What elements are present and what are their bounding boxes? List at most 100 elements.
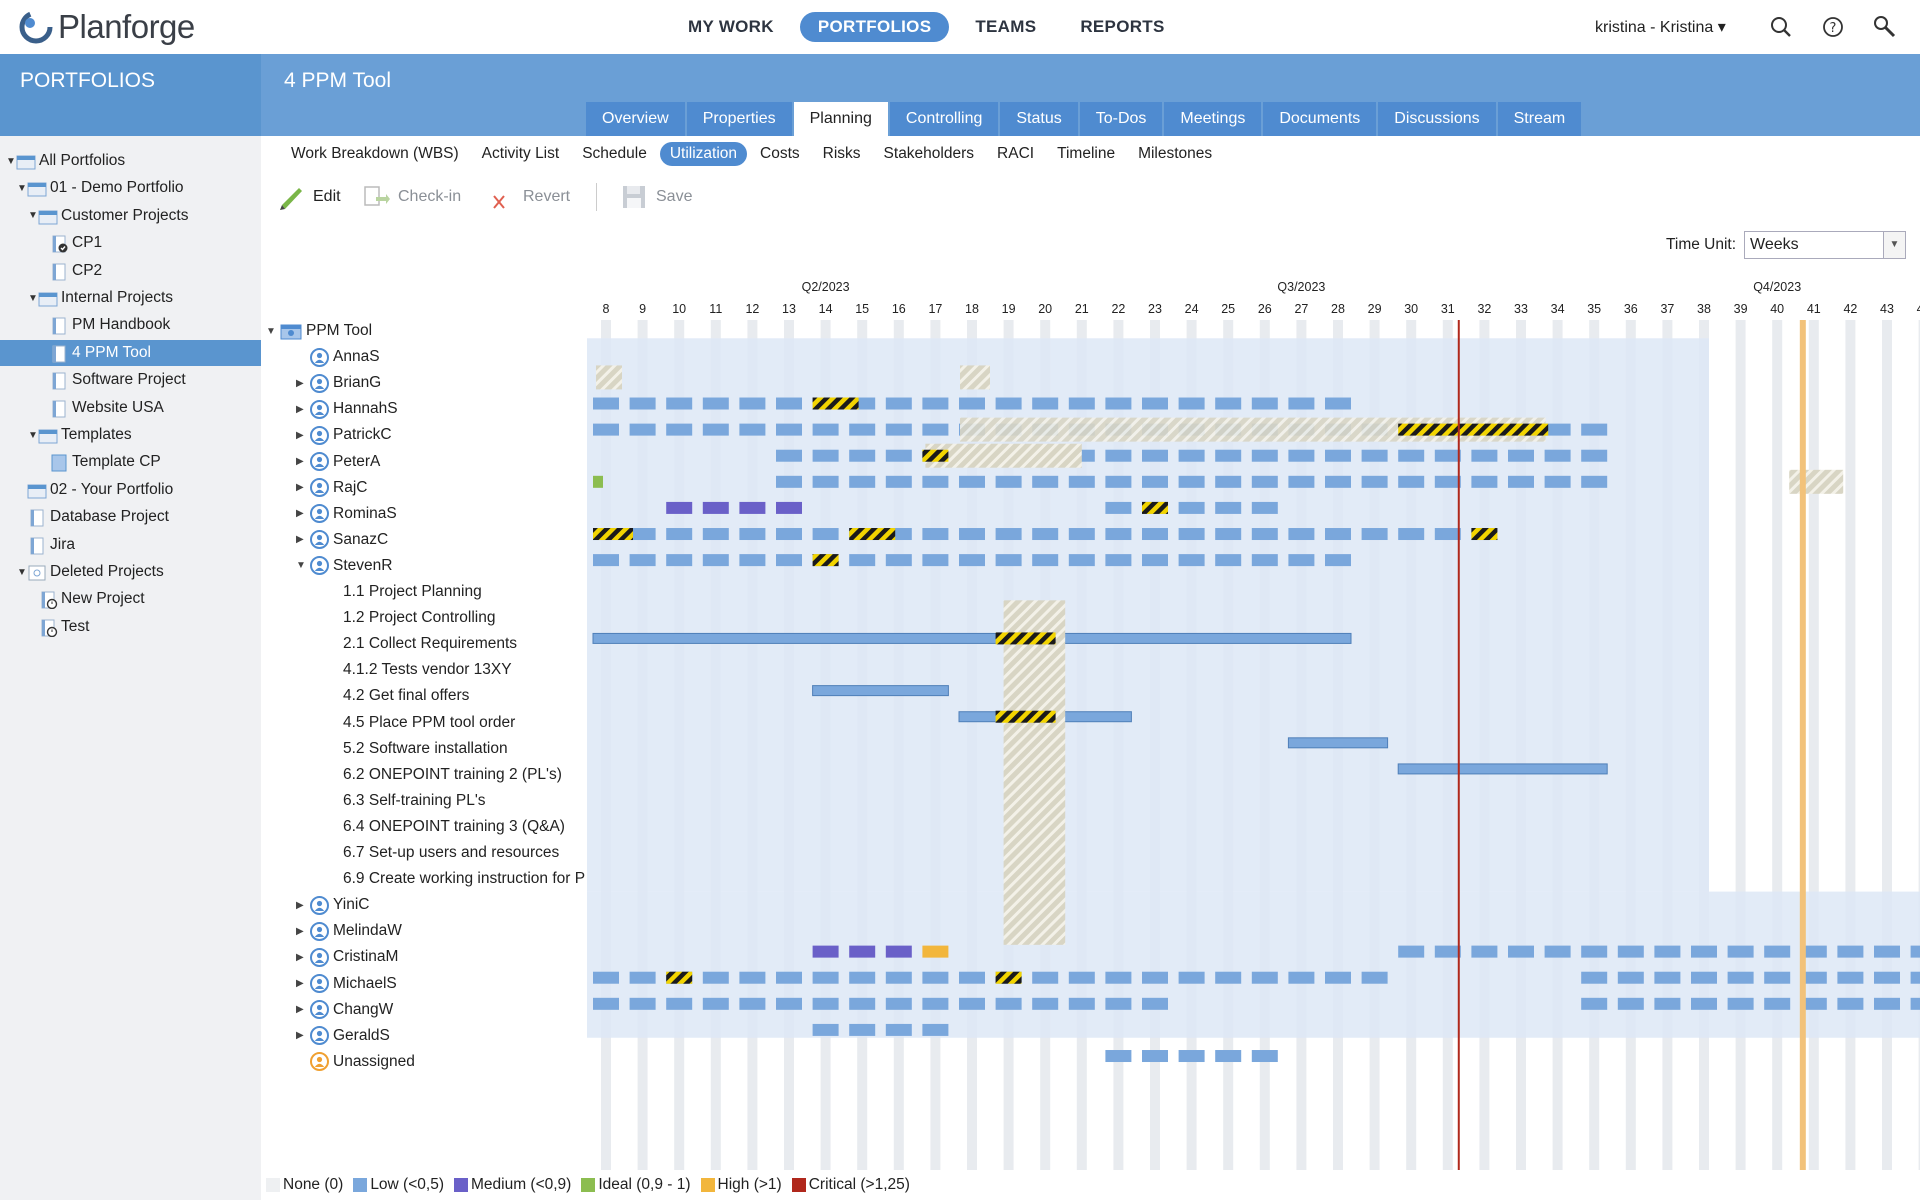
tab-properties[interactable]: Properties: [686, 102, 792, 136]
tree-item-4-ppm-tool[interactable]: 4 PPM Tool: [0, 339, 261, 366]
expand-toggle-icon[interactable]: ▼: [17, 566, 27, 578]
tree-item-02-your-portfolio[interactable]: 02 - Your Portfolio: [17, 477, 173, 503]
tab-status[interactable]: Status: [1000, 102, 1078, 136]
task-row[interactable]: 2.1 Collect Requirements: [343, 632, 586, 656]
expand-toggle-icon[interactable]: ▶: [296, 482, 304, 494]
resource-row-briang[interactable]: ▶ BrianG: [296, 371, 381, 395]
tab-discussions[interactable]: Discussions: [1378, 102, 1496, 136]
task-row[interactable]: 6.2 ONEPOINT training 2 (PL's): [343, 763, 586, 787]
tree-item-software-project[interactable]: Software Project: [39, 367, 186, 393]
subnav-costs[interactable]: Costs: [760, 145, 800, 162]
task-row[interactable]: 6.9 Create working instruction for P: [343, 867, 586, 891]
resource-row-stevenr[interactable]: ▼ StevenR: [296, 554, 392, 578]
resource-row-annas[interactable]: AnnaS: [296, 345, 380, 369]
resource-root[interactable]: ▼ PPM Tool: [266, 319, 372, 343]
subnav-raci[interactable]: RACI: [997, 145, 1035, 162]
expand-toggle-icon[interactable]: ▶: [296, 403, 304, 415]
expand-toggle-icon[interactable]: ▶: [296, 1030, 304, 1042]
subnav-work-breakdown-wbs[interactable]: Work Breakdown (WBS): [291, 145, 459, 162]
subnav-timeline[interactable]: Timeline: [1057, 145, 1116, 162]
tab-stream[interactable]: Stream: [1497, 102, 1582, 136]
resource-row-geralds[interactable]: ▶ GeraldS: [296, 1024, 390, 1048]
search-icon[interactable]: [1768, 14, 1794, 40]
nav-teams[interactable]: TEAMS: [975, 17, 1037, 36]
edit-button[interactable]: Edit: [277, 183, 341, 211]
time-unit-select[interactable]: Weeks ▼: [1744, 231, 1906, 259]
app-logo[interactable]: Planforge: [18, 8, 195, 46]
resource-row-petera[interactable]: ▶ PeterA: [296, 450, 380, 474]
task-row[interactable]: 4.5 Place PPM tool order: [343, 711, 586, 735]
expand-toggle-icon[interactable]: ▶: [296, 508, 304, 520]
expand-toggle-icon[interactable]: ▶: [296, 429, 304, 441]
resource-row-melindaw[interactable]: ▶ MelindaW: [296, 919, 402, 943]
task-row[interactable]: 4.2 Get final offers: [343, 684, 586, 708]
task-row[interactable]: 6.4 ONEPOINT training 3 (Q&A): [343, 815, 586, 839]
expand-toggle-icon[interactable]: ▼: [28, 292, 38, 304]
subnav-stakeholders[interactable]: Stakeholders: [883, 145, 975, 162]
resource-row-hannahs[interactable]: ▶ HannahS: [296, 397, 398, 421]
tree-item-cp2[interactable]: CP2: [39, 258, 102, 284]
resource-row-rajc[interactable]: ▶ RajC: [296, 476, 367, 500]
resource-row-sanazc[interactable]: ▶ SanazC: [296, 528, 388, 552]
tab-controlling[interactable]: Controlling: [889, 102, 999, 136]
tree-item-template-cp[interactable]: Template CP: [39, 449, 161, 475]
expand-toggle-icon[interactable]: ▶: [296, 925, 304, 937]
user-menu[interactable]: kristina - Kristina ▾: [1595, 19, 1726, 36]
nav-portfolios[interactable]: PORTFOLIOS: [799, 12, 950, 42]
expand-toggle-icon[interactable]: ▶: [296, 951, 304, 963]
revert-button[interactable]: Revert: [487, 183, 570, 211]
tree-item-database-project[interactable]: Database Project: [17, 504, 169, 530]
tab-to-dos[interactable]: To-Dos: [1079, 102, 1163, 136]
tree-item-all-portfolios[interactable]: ▼ All Portfolios: [6, 148, 125, 174]
subnav-milestones[interactable]: Milestones: [1138, 145, 1213, 162]
resource-row-changw[interactable]: ▶ ChangW: [296, 998, 393, 1022]
expand-toggle-icon[interactable]: ▶: [296, 377, 304, 389]
tree-item-templates[interactable]: ▼ Templates: [28, 422, 132, 448]
subnav-schedule[interactable]: Schedule: [582, 145, 647, 162]
task-row[interactable]: 6.7 Set-up users and resources: [343, 841, 586, 865]
tree-item-test[interactable]: Test: [28, 614, 89, 640]
subnav-risks[interactable]: Risks: [822, 145, 861, 162]
help-icon[interactable]: ?: [1820, 14, 1846, 40]
resource-row-michaels[interactable]: ▶ MichaelS: [296, 972, 397, 996]
nav-my-work[interactable]: MY WORK: [688, 17, 774, 36]
tree-item-jira[interactable]: Jira: [17, 532, 75, 558]
expand-toggle-icon[interactable]: ▼: [28, 429, 38, 441]
expand-toggle-icon[interactable]: ▼: [17, 182, 27, 194]
save-button[interactable]: Save: [620, 183, 692, 211]
resource-row-cristinam[interactable]: ▶ CristinaM: [296, 945, 398, 969]
subnav-activity-list[interactable]: Activity List: [481, 145, 560, 162]
tab-meetings[interactable]: Meetings: [1164, 102, 1262, 136]
resource-row-unassigned[interactable]: Unassigned: [296, 1050, 415, 1074]
expand-toggle-icon[interactable]: ▶: [296, 1004, 304, 1016]
tab-overview[interactable]: Overview: [586, 102, 685, 136]
expand-toggle-icon[interactable]: ▶: [296, 978, 304, 989]
tools-icon[interactable]: [1872, 14, 1898, 40]
chevron-down-icon[interactable]: ▼: [1883, 232, 1905, 258]
resource-row-rominas[interactable]: ▶ RominaS: [296, 502, 397, 526]
tab-documents[interactable]: Documents: [1263, 102, 1377, 136]
tree-item-customer-projects[interactable]: ▼ Customer Projects: [28, 203, 188, 229]
collapse-toggle-icon[interactable]: ▼: [266, 325, 276, 337]
checkin-button[interactable]: Check-in: [362, 183, 461, 211]
subnav-utilization[interactable]: Utilization: [659, 142, 748, 166]
task-row[interactable]: 6.3 Self-training PL's: [343, 789, 586, 813]
task-row[interactable]: 4.1.2 Tests vendor 13XY: [343, 658, 586, 682]
tree-item-01-demo-portfolio[interactable]: ▼ 01 - Demo Portfolio: [17, 175, 184, 201]
expand-toggle-icon[interactable]: ▼: [6, 155, 16, 167]
tree-item-deleted-projects[interactable]: ▼ Deleted Projects: [17, 559, 164, 585]
expand-toggle-icon[interactable]: ▶: [296, 456, 304, 467]
tree-item-cp1[interactable]: CP1: [39, 230, 102, 256]
tree-item-pm-handbook[interactable]: PM Handbook: [39, 312, 170, 338]
tree-item-new-project[interactable]: New Project: [28, 586, 145, 612]
tree-item-internal-projects[interactable]: ▼ Internal Projects: [28, 285, 173, 311]
nav-reports[interactable]: REPORTS: [1080, 17, 1165, 36]
task-row[interactable]: 1.2 Project Controlling: [343, 606, 586, 630]
expand-toggle-icon[interactable]: ▼: [28, 210, 38, 222]
task-row[interactable]: 1.1 Project Planning: [343, 580, 586, 604]
tree-item-website-usa[interactable]: Website USA: [39, 395, 164, 421]
tab-planning[interactable]: Planning: [793, 102, 888, 136]
expand-toggle-icon[interactable]: ▶: [296, 534, 304, 546]
task-row[interactable]: 5.2 Software installation: [343, 737, 586, 761]
expand-toggle-icon[interactable]: ▶: [296, 899, 304, 911]
